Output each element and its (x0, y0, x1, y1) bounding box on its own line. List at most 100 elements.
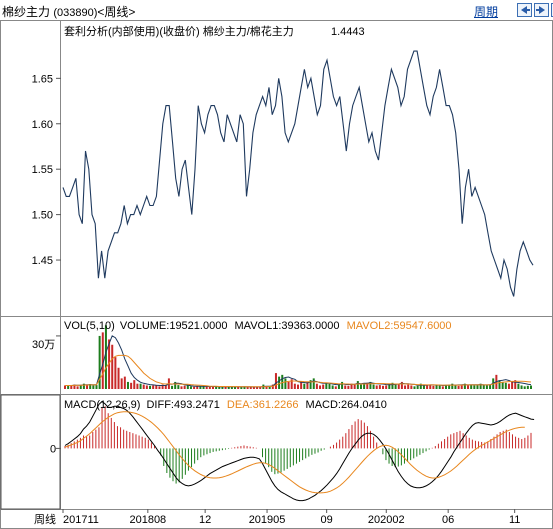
volume-bar (460, 384, 463, 389)
volume-bar (111, 344, 114, 389)
mavol2-line (65, 354, 532, 388)
volume-bar (155, 385, 158, 389)
volume-bar (489, 384, 492, 389)
volume-bar (391, 382, 394, 389)
volume-bar (394, 384, 397, 389)
volume-bar (429, 385, 432, 389)
volume-bar (451, 383, 454, 389)
volume-bar (467, 385, 470, 389)
volume-bar (108, 339, 111, 389)
volume-legend: VOL(5,10) VOLUME:19521.0000 MAVOL1:39363… (64, 320, 452, 332)
volume-bar (281, 374, 284, 389)
volume-tick-label: 30万 (32, 339, 55, 351)
price-grid (56, 77, 61, 261)
volume-bar (523, 386, 526, 389)
volume-bar (274, 373, 277, 389)
prev-icon[interactable] (517, 3, 532, 17)
volume-bar (479, 383, 482, 389)
volume-bar (186, 385, 189, 389)
volume-bar (404, 385, 407, 389)
price-chart-title: 套利分析(内部使用)(收盘价) 棉纱主力/棉花主力 (64, 24, 294, 38)
macd-zero-label: 0 (50, 443, 56, 455)
next-icon[interactable] (534, 3, 549, 17)
volume-bar (221, 386, 224, 389)
volume-bar (158, 386, 161, 389)
volume-bar (76, 386, 79, 389)
volume-bar (86, 384, 89, 389)
volume-bar (328, 383, 331, 389)
volume-bar (334, 386, 337, 389)
volume-bar (444, 385, 447, 389)
volume-bar (356, 381, 359, 389)
volume-bar (435, 384, 438, 389)
volume-bar (164, 385, 167, 389)
diff-line (64, 400, 535, 502)
volume-bar (67, 385, 70, 389)
volume-bar (485, 385, 488, 389)
volume-bar (507, 383, 510, 389)
price-tick-label: 1.55 (32, 164, 53, 176)
volume-bar (312, 378, 315, 389)
zoom-icon[interactable] (551, 3, 553, 17)
volume-bar (92, 385, 95, 389)
dea-line (64, 411, 525, 494)
volume-bar (259, 387, 262, 389)
volume-bar (517, 383, 520, 389)
volume-bar (104, 325, 107, 389)
volume-bar (407, 384, 410, 389)
volume-bar (344, 385, 347, 389)
volume-bar (224, 386, 227, 389)
volume-bar (177, 385, 180, 389)
volume-bar (256, 386, 259, 389)
volume-bar (139, 383, 142, 389)
volume-bar (189, 386, 192, 389)
price-tick-label: 1.60 (32, 119, 53, 131)
period-indicator: <周线> (97, 5, 136, 19)
period-button[interactable]: 周期 (474, 5, 499, 19)
price-last-value: 1.4443 (331, 26, 365, 38)
volume-bar (64, 385, 66, 389)
volume-bar (120, 378, 123, 389)
volume-bar (249, 386, 252, 389)
volume-bar (268, 386, 271, 389)
volume-legend-mavol2: MAVOL2:59547.6000 (347, 320, 452, 332)
volume-bar (98, 335, 101, 389)
x-axis-period-label: 周线 (34, 512, 56, 526)
volume-bar (463, 383, 466, 389)
volume-legend-mavol1: MAVOL1:39363.0000 (235, 320, 340, 332)
volume-bar (284, 378, 287, 389)
volume-bar (410, 385, 413, 389)
volume-bar (117, 367, 120, 389)
volume-bar (183, 385, 186, 389)
x-tick-label: 11 (509, 514, 520, 526)
volume-bar (297, 384, 299, 389)
volume-bar (70, 385, 73, 389)
volume-bar (347, 385, 350, 389)
volume-bar (227, 386, 230, 389)
volume-bar (130, 382, 133, 389)
macd-legend-macd: MACD:264.0410 (306, 399, 387, 411)
volume-bar (287, 381, 290, 389)
volume-bar (473, 385, 476, 389)
volume-bar (234, 386, 237, 389)
volume-bar (193, 386, 196, 389)
macd-indicator-name: MACD(12,26,9) (64, 399, 140, 411)
volume-bar (196, 386, 199, 389)
volume-bar (114, 357, 117, 389)
volume-bar (237, 386, 240, 389)
volume-bar (375, 385, 378, 389)
x-axis-ticks: 201711 201808 12 201905 09 202002 06 11 (62, 509, 520, 526)
x-tick-label: 201711 (63, 514, 99, 526)
volume-bar (322, 384, 325, 389)
volume-bar (366, 382, 369, 389)
volume-bar (208, 386, 211, 389)
volume-bar (278, 376, 281, 389)
volume-bar (385, 385, 388, 389)
volume-bar (397, 383, 400, 389)
volume-bar (457, 385, 460, 389)
volume-bar (252, 386, 255, 389)
volume-legend-volume: VOLUME:19521.0000 (120, 320, 228, 332)
volume-bar (211, 386, 214, 389)
volume-bar (419, 383, 422, 389)
volume-bar (89, 384, 92, 389)
